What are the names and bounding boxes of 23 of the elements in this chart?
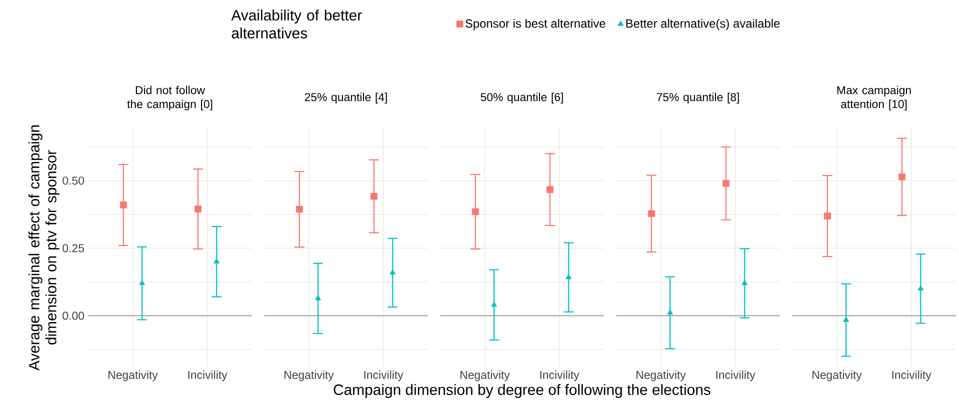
chart-title: 50% quantile [6] [480, 92, 563, 104]
chart-title: Max campaign attention [10] [837, 86, 911, 110]
chart-title: Did not follow the campaign [0] [127, 86, 212, 110]
x-tick-label: Negativity [108, 370, 158, 382]
y-axis-title: Average marginal effect of campaign dimension on ptv for sponsor [28, 125, 60, 371]
x-tick-label: Negativity [812, 370, 862, 382]
x-tick-label: Negativity [636, 370, 686, 382]
x-tick-label: Incivility [188, 370, 228, 382]
legend-label: Sponsor is best alternative [465, 18, 606, 30]
legend-label: Better alternative(s) available [626, 18, 780, 30]
y-tick-label: 0.50 [62, 176, 84, 185]
x-tick-label: Incivility [716, 370, 756, 382]
x-tick-label: Incivility [364, 370, 404, 382]
y-tick-label: 0.00 [62, 312, 84, 320]
x-tick-label: Incivility [540, 370, 580, 382]
x-axis-title: Campaign dimension by degree of following the elections [334, 384, 710, 398]
legend-title: Availability of better alternatives [231, 10, 362, 38]
y-tick-label: 0.25 [62, 244, 84, 252]
chart-title: 75% quantile [8] [656, 92, 739, 104]
chart-title: 25% quantile [4] [304, 92, 387, 104]
x-tick-label: Negativity [460, 370, 510, 382]
x-tick-label: Incivility [892, 370, 932, 382]
x-tick-label: Negativity [284, 370, 334, 382]
